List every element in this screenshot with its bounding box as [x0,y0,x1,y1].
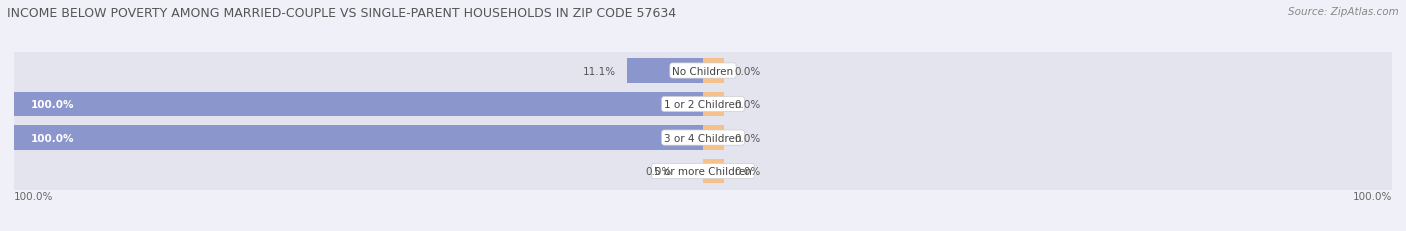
Text: 0.0%: 0.0% [734,66,761,76]
Bar [703,59,724,83]
Text: 100.0%: 100.0% [31,133,75,143]
Text: 100.0%: 100.0% [1353,191,1392,201]
Text: 100.0%: 100.0% [31,100,75,109]
Bar [14,119,1392,157]
Bar [14,53,1392,90]
Bar [14,86,1392,123]
Bar [14,153,1392,190]
Text: 0.0%: 0.0% [734,133,761,143]
Text: Source: ZipAtlas.com: Source: ZipAtlas.com [1288,7,1399,17]
Text: 11.1%: 11.1% [583,66,616,76]
Text: No Children: No Children [672,66,734,76]
Text: 0.0%: 0.0% [734,166,761,176]
Text: 0.0%: 0.0% [734,100,761,109]
Text: 5 or more Children: 5 or more Children [654,166,752,176]
Bar [703,126,724,150]
Bar [14,126,703,150]
Text: 0.0%: 0.0% [645,166,672,176]
Bar [627,59,703,83]
Bar [703,159,724,183]
Text: 100.0%: 100.0% [14,191,53,201]
Text: INCOME BELOW POVERTY AMONG MARRIED-COUPLE VS SINGLE-PARENT HOUSEHOLDS IN ZIP COD: INCOME BELOW POVERTY AMONG MARRIED-COUPL… [7,7,676,20]
Bar [703,93,724,117]
Bar [14,93,703,117]
Text: 1 or 2 Children: 1 or 2 Children [664,100,742,109]
Text: 3 or 4 Children: 3 or 4 Children [664,133,742,143]
